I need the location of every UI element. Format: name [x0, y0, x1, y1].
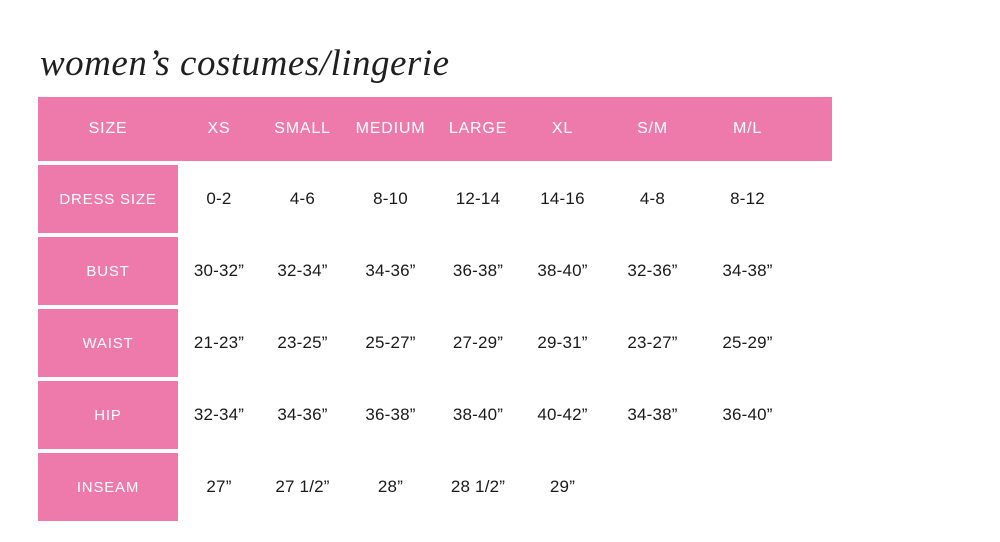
value-cell: 0-2	[178, 165, 260, 233]
header-filler	[795, 97, 832, 161]
size-chart-table: SIZE XS SMALL MEDIUM LARGE XL S/M M/L DR…	[38, 97, 832, 521]
value-cell: 34-38”	[700, 237, 795, 305]
value-cell: 25-27”	[345, 309, 436, 377]
value-cell: 4-8	[605, 165, 700, 233]
value-cell: 30-32”	[178, 237, 260, 305]
value-cell: 34-38”	[605, 381, 700, 449]
value-cell	[700, 453, 795, 521]
value-cell: 28”	[345, 453, 436, 521]
value-cell: 36-40”	[700, 381, 795, 449]
value-cell: 29-31”	[520, 309, 605, 377]
value-cell: 4-6	[260, 165, 345, 233]
value-cell: 38-40”	[520, 237, 605, 305]
column-header-sm: S/M	[605, 97, 700, 161]
value-cell: 27 1/2”	[260, 453, 345, 521]
value-cell: 32-34”	[178, 381, 260, 449]
row-filler	[795, 453, 832, 521]
column-header-medium: MEDIUM	[345, 97, 436, 161]
value-cell: 29”	[520, 453, 605, 521]
row-filler	[795, 381, 832, 449]
value-cell: 8-10	[345, 165, 436, 233]
column-header-large: LARGE	[436, 97, 520, 161]
value-cell: 27-29”	[436, 309, 520, 377]
value-cell: 21-23”	[178, 309, 260, 377]
column-header-xl: XL	[520, 97, 605, 161]
row-label-inseam: INSEAM	[38, 453, 178, 521]
value-cell: 14-16	[520, 165, 605, 233]
column-header-ml: M/L	[700, 97, 795, 161]
column-header-small: SMALL	[260, 97, 345, 161]
value-cell: 12-14	[436, 165, 520, 233]
value-cell: 36-38”	[436, 237, 520, 305]
value-cell: 23-27”	[605, 309, 700, 377]
row-label-hip: HIP	[38, 381, 178, 449]
value-cell: 32-36”	[605, 237, 700, 305]
page-title: women’s costumes/lingerie	[40, 43, 450, 84]
column-header-size: SIZE	[38, 97, 178, 161]
row-filler	[795, 165, 832, 233]
row-label-dress-size: DRESS SIZE	[38, 165, 178, 233]
value-cell: 34-36”	[345, 237, 436, 305]
row-filler	[795, 237, 832, 305]
value-cell: 32-34”	[260, 237, 345, 305]
value-cell: 34-36”	[260, 381, 345, 449]
value-cell: 27”	[178, 453, 260, 521]
row-label-waist: WAIST	[38, 309, 178, 377]
value-cell: 8-12	[700, 165, 795, 233]
value-cell: 23-25”	[260, 309, 345, 377]
row-label-bust: BUST	[38, 237, 178, 305]
value-cell: 38-40”	[436, 381, 520, 449]
value-cell: 40-42”	[520, 381, 605, 449]
value-cell	[605, 453, 700, 521]
column-header-xs: XS	[178, 97, 260, 161]
value-cell: 25-29”	[700, 309, 795, 377]
value-cell: 36-38”	[345, 381, 436, 449]
value-cell: 28 1/2”	[436, 453, 520, 521]
row-filler	[795, 309, 832, 377]
